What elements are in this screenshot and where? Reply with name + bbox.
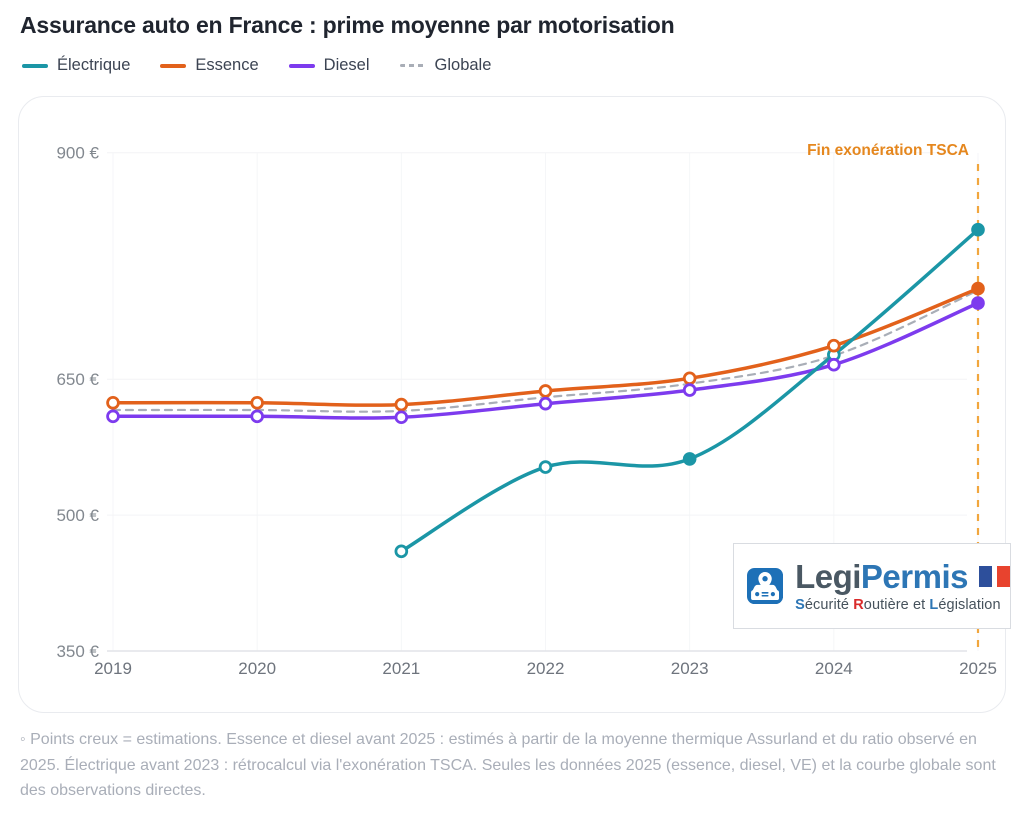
legend-swatch-icon xyxy=(160,63,187,68)
point-essence-2024 xyxy=(827,338,841,353)
x-tick-label: 2023 xyxy=(671,659,709,678)
chart-legend: Électrique Essence Diesel Globale xyxy=(22,56,491,75)
brand-name: LegiPermis xyxy=(795,557,968,595)
legipermis-logo: LegiPermis Sécurité Routière et Législat… xyxy=(733,543,1011,629)
x-tick-label: 2025 xyxy=(959,659,997,678)
footnote: ◦ Points creux = estimations. Essence et… xyxy=(20,731,996,799)
legend-item-diesel[interactable]: Diesel xyxy=(288,56,370,75)
legend-item-globale[interactable]: Globale xyxy=(399,56,492,75)
y-tick-label: 650 € xyxy=(56,370,99,389)
chart-card: 350 € 500 € 650 € 900 € 2019 2020 2021 2022 2023… xyxy=(18,96,1006,713)
point-électrique-2025 xyxy=(971,222,985,237)
legend-label: Électrique xyxy=(57,56,131,74)
point-diesel-2021 xyxy=(394,410,409,425)
point-essence-2023 xyxy=(682,371,697,386)
x-tick-label: 2022 xyxy=(527,659,565,678)
point-essence-2025 xyxy=(971,281,985,296)
legend-label: Globale xyxy=(434,56,492,74)
y-tick-label: 350 € xyxy=(56,642,99,661)
legend-label: Essence xyxy=(195,56,259,74)
legipermis-logo-icon xyxy=(747,567,784,605)
brand-tagline: Sécurité Routière et Législation xyxy=(795,596,1001,613)
legend-swatch-icon xyxy=(288,63,315,68)
point-essence-2022 xyxy=(538,384,553,398)
point-diesel-2024 xyxy=(827,357,841,372)
point-diesel-2019 xyxy=(106,409,120,424)
legend-item-électrique[interactable]: Électrique xyxy=(22,56,130,75)
y-tick-label: 900 € xyxy=(56,144,99,163)
point-essence-2021 xyxy=(394,397,409,412)
x-tick-label: 2019 xyxy=(94,659,132,678)
x-tick-label: 2021 xyxy=(382,659,420,678)
legend-item-essence[interactable]: Essence xyxy=(160,56,259,75)
point-diesel-2025 xyxy=(971,296,985,310)
legend-label: Diesel xyxy=(323,56,370,74)
point-diesel-2023 xyxy=(682,383,697,397)
x-tick-label: 2020 xyxy=(238,659,276,678)
point-diesel-2022 xyxy=(538,396,553,411)
point-essence-2020 xyxy=(250,395,264,410)
point-essence-2019 xyxy=(106,395,120,410)
tsca-annotation-label: Fin exonération TSCA xyxy=(807,142,969,159)
legend-swatch-icon xyxy=(22,63,48,68)
x-tick-label: 2024 xyxy=(815,659,853,678)
point-diesel-2020 xyxy=(250,409,264,424)
point-électrique-2023 xyxy=(682,452,697,466)
legend-swatch-icon xyxy=(399,64,426,67)
french-flag-icon xyxy=(979,565,1010,587)
y-tick-label: 500 € xyxy=(56,506,99,525)
page-title: Assurance auto en France : prime moyenne… xyxy=(20,12,675,38)
point-électrique-2021 xyxy=(394,544,409,559)
point-électrique-2022 xyxy=(538,460,553,474)
